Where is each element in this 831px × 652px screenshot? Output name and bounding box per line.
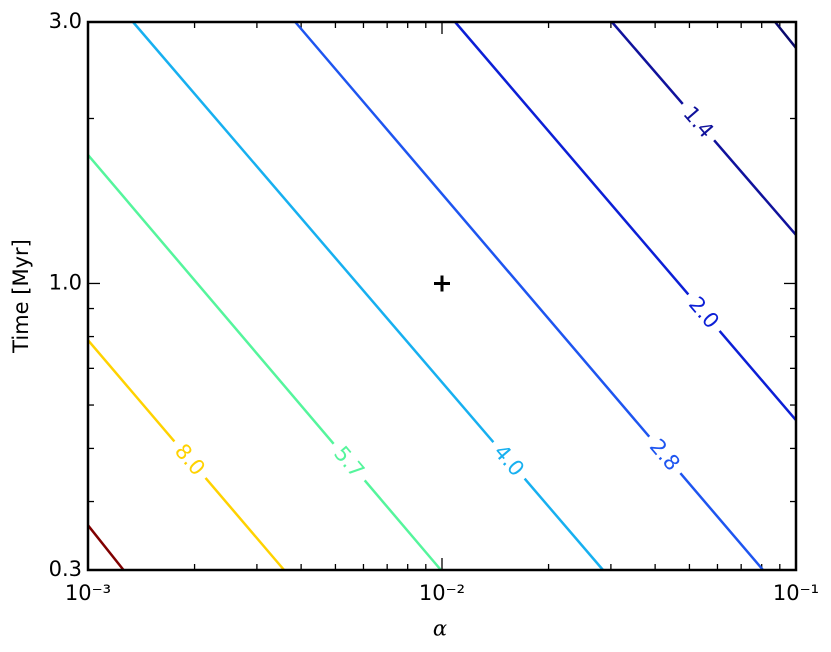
contour-label-group: 2.0 [678,285,730,340]
contour-label-group: 2.8 [639,428,691,482]
y-tick-label: 3.0 [49,9,82,33]
x-tick-label: 10⁻² [419,581,465,605]
contour-label-group: 4.0 [483,433,535,488]
marker [434,275,450,292]
contour-line [454,21,797,421]
contour-line [774,21,797,49]
x-tick-label: 10⁻¹ [773,581,819,605]
label-gap [323,435,375,489]
x-tick-label: 10⁻³ [65,581,111,605]
y-tick-label: 0.3 [49,557,82,581]
contour-label-group: 8.0 [164,432,216,487]
y-axis-label: Time [Myr] [9,239,33,354]
contour-line [87,524,125,571]
plot-frame [86,20,798,572]
x-axis-label: α [433,617,447,641]
label-gap [483,433,535,488]
contour-label-group: 5.7 [323,435,375,489]
y-tick-label: 1.0 [49,270,82,294]
contour-line [87,154,442,571]
contour-line [132,21,604,571]
label-gap [164,432,216,487]
label-gap [639,428,691,482]
label-gap [672,95,724,149]
label-gap [678,285,730,340]
contour-line [294,21,764,571]
contour-label-group: 1.4 [672,95,724,149]
